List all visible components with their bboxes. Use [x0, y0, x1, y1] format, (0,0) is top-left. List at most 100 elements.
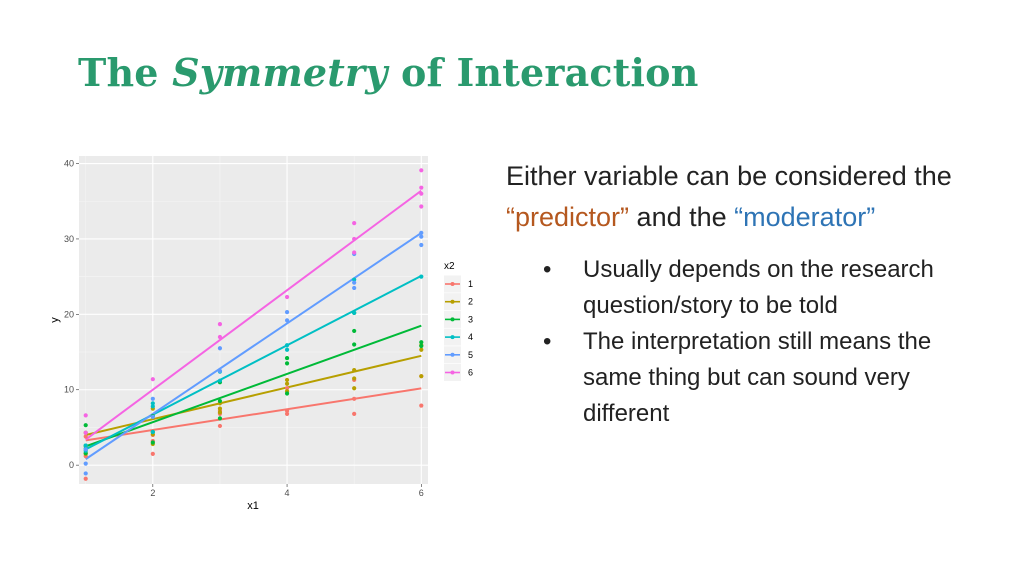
data-point-4: [284, 347, 290, 352]
y-tick-label: 20: [64, 309, 74, 319]
data-point-2: [284, 377, 290, 383]
plot-panel: [79, 156, 428, 484]
legend-label: 5: [468, 350, 473, 360]
data-point-5: [150, 414, 155, 419]
data-point-6: [83, 413, 88, 418]
data-point-2: [352, 368, 357, 373]
data-point-6: [217, 322, 223, 327]
grid-minor: [79, 156, 428, 484]
fit-lines: [85, 189, 422, 460]
data-point-3: [284, 355, 290, 361]
y-tick-label: 30: [64, 234, 74, 244]
data-point-2: [419, 374, 424, 379]
legend-key-3: [444, 310, 461, 328]
x-axis: 2 4 6: [150, 484, 424, 498]
fit-line-3: [85, 324, 422, 448]
data-point-5: [352, 280, 357, 285]
data-point-5: [419, 242, 424, 248]
moderator-term: “moderator”: [734, 202, 876, 232]
y-tick-label: 10: [64, 385, 74, 395]
data-point-2: [284, 381, 290, 386]
data-point-2: [352, 376, 357, 381]
data-point-3: [352, 342, 357, 347]
lead-text-1: Either variable can be considered the: [506, 161, 952, 191]
data-point-6: [352, 221, 357, 226]
data-point-4: [419, 274, 424, 279]
title-emphasis: Symmetry: [172, 50, 388, 95]
data-point-1: [352, 396, 357, 401]
bullet-text: Usually depends on the research question…: [583, 256, 934, 319]
legend-label: 3: [468, 314, 473, 324]
data-point-4: [352, 310, 357, 315]
legend-label: 4: [468, 332, 473, 342]
data-point-6: [419, 185, 424, 190]
data-point-1: [83, 476, 88, 481]
legend-key-dot: [450, 299, 455, 304]
legend-key-dot: [450, 317, 455, 322]
legend-key-5: [444, 346, 461, 364]
legend-key-dot: [450, 370, 455, 375]
data-point-6: [419, 191, 424, 196]
y-axis-title: y: [49, 317, 61, 323]
y-axis: 0 10 20 30 40: [64, 159, 79, 470]
data-point-6: [284, 294, 290, 300]
data-point-3: [150, 440, 155, 445]
data-point-5: [284, 318, 290, 323]
bullet-item: • The interpretation still means the same…: [506, 324, 955, 432]
bullet-marker: •: [543, 328, 552, 355]
data-point-5: [83, 471, 88, 476]
data-point-3: [284, 391, 290, 396]
data-point-4: [284, 343, 290, 348]
interaction-chart: 0 10 20 30 40 2 4 6 x1 y x2 1 2 3 4 5 6: [49, 156, 473, 512]
slide-title: The Symmetry of Interaction: [78, 50, 699, 95]
x-tick-label: 2: [150, 488, 155, 498]
legend-label: 2: [468, 297, 473, 307]
bullet-list: • Usually depends on the research questio…: [506, 252, 1006, 432]
data-point-6: [352, 236, 357, 242]
data-point-4: [83, 443, 88, 448]
data-point-6: [83, 430, 88, 435]
y-tick-label: 0: [69, 460, 74, 470]
data-point-3: [419, 340, 424, 345]
data-point-1: [419, 403, 424, 408]
x-tick-label: 6: [419, 488, 424, 498]
data-point-6: [419, 168, 424, 173]
title-part-3: of Interaction: [400, 50, 699, 95]
y-tick-label: 40: [64, 159, 74, 169]
data-point-3: [284, 361, 290, 366]
data-point-1: [217, 423, 223, 429]
data-point-3: [217, 398, 223, 404]
data-point-6: [217, 334, 223, 340]
legend-label: 1: [468, 279, 473, 289]
fit-line-6: [85, 189, 422, 441]
bullet-marker: •: [543, 256, 552, 283]
fit-line-5: [85, 232, 422, 460]
bullet-item: • Usually depends on the research questio…: [506, 252, 955, 324]
lead-text-2: and the: [636, 202, 727, 232]
data-points: [83, 168, 424, 481]
data-point-5: [217, 346, 223, 351]
predictor-term: “predictor”: [506, 202, 630, 232]
legend-key-6: [444, 364, 461, 381]
bullet-text: The interpretation still means the same …: [583, 328, 932, 427]
data-point-2: [217, 406, 223, 411]
data-point-4: [150, 429, 155, 435]
title-part-1: The: [78, 50, 159, 95]
legend-key-dot: [450, 335, 455, 340]
x-tick-label: 4: [285, 488, 290, 498]
data-point-3: [217, 416, 223, 421]
data-point-6: [352, 250, 357, 255]
data-point-1: [352, 411, 357, 416]
lead-paragraph: Either variable can be considered the “p…: [506, 156, 1006, 238]
legend-key-dot: [450, 352, 455, 357]
data-point-4: [352, 277, 357, 282]
data-point-5: [419, 230, 424, 236]
legend-key-2: [444, 293, 461, 311]
data-point-5: [150, 396, 155, 401]
legend-key-dot: [450, 282, 455, 286]
data-point-2: [419, 347, 424, 352]
legend-title: x2: [444, 261, 455, 272]
x-axis-title: x1: [247, 500, 259, 512]
data-point-1: [284, 411, 290, 416]
legend-label: 6: [468, 368, 473, 378]
